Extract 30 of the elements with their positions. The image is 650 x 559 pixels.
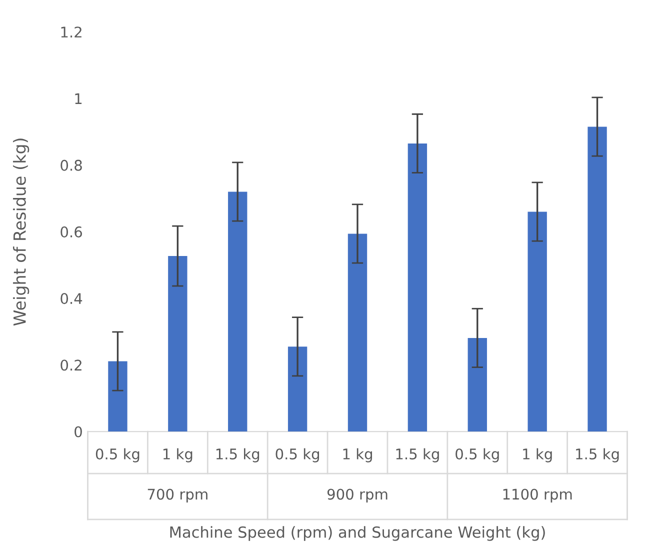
x-tick-label: 0.5 kg — [456, 448, 499, 462]
text: 700 rpm — [148, 488, 208, 503]
bar — [528, 212, 547, 432]
x-tick-label: 1 kg — [523, 448, 552, 462]
bar — [408, 143, 428, 432]
x-tick-label: 1 kg — [163, 448, 192, 462]
text: 1100 rpm — [503, 488, 572, 503]
y-tick-label: 0 — [74, 426, 82, 438]
y-tick-label: 1 — [75, 93, 82, 104]
x-tick-label: 1 kg — [343, 448, 372, 462]
x-tick-label: 1.5 kg — [576, 448, 619, 462]
y-tick-label: 0.2 — [60, 360, 82, 371]
bar — [468, 338, 487, 432]
text: 900 rpm — [327, 488, 388, 503]
bar — [228, 192, 248, 432]
bar — [588, 126, 607, 432]
x-tick-label: 1.5 kg — [396, 448, 439, 462]
bar — [108, 361, 128, 432]
y-axis-title: Weight of Residue (kg) — [13, 138, 30, 326]
bar — [288, 346, 308, 432]
x-tick-label: 0.5 kg — [96, 448, 140, 462]
y-tick-label: 0.6 — [60, 226, 82, 238]
y-tick-label: 0.8 — [60, 160, 82, 171]
bar — [168, 256, 188, 432]
x-tick-label: 0.5 kg — [276, 448, 319, 462]
y-tick-label: 0.4 — [60, 293, 82, 304]
x-tick-label: 1.5 kg — [216, 448, 260, 462]
y-tick-label: 1.2 — [61, 26, 82, 38]
x-axis-title: Machine Speed (rpm) and Sugarcane Weight (kg) — [170, 526, 545, 541]
bar — [348, 234, 368, 432]
